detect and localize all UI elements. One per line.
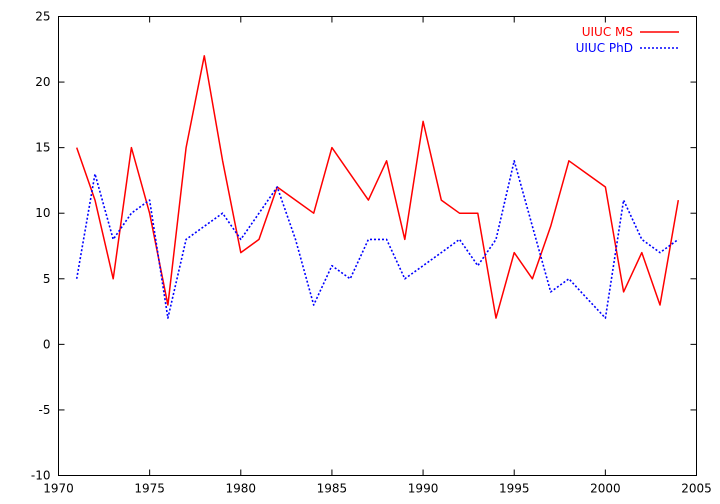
y-tick-label: -10 bbox=[31, 469, 51, 483]
series-line-uiuc-phd bbox=[75, 160, 679, 319]
legend: UIUC MS UIUC PhD bbox=[576, 25, 679, 55]
series-line-uiuc-ms bbox=[75, 55, 680, 319]
series-lines bbox=[75, 55, 680, 319]
y-tick-label: 15 bbox=[35, 141, 50, 155]
y-tick-label: 10 bbox=[35, 206, 50, 220]
plot-frame bbox=[58, 16, 697, 476]
x-tick-label: 1980 bbox=[226, 482, 257, 496]
x-tick-label: 1975 bbox=[134, 482, 165, 496]
x-tick-label: 1985 bbox=[317, 482, 348, 496]
axis-tick-labels: 1970 1975 1980 1985 1990 1995 2000 2005 -10 -5 0 5 1… bbox=[31, 10, 712, 496]
legend-label: UIUC MS bbox=[582, 25, 633, 39]
x-tick-label: 2005 bbox=[681, 482, 712, 496]
y-tick-label: 25 bbox=[35, 10, 50, 24]
y-tick-label: -5 bbox=[39, 403, 51, 417]
x-tick-label: 1995 bbox=[499, 482, 530, 496]
x-tick-label: 1970 bbox=[43, 482, 74, 496]
y-tick-label: 20 bbox=[35, 75, 50, 89]
y-tick-label: 5 bbox=[43, 272, 51, 286]
y-tick-label: 0 bbox=[43, 337, 51, 351]
axis-ticks bbox=[58, 16, 697, 476]
x-tick-label: 1990 bbox=[408, 482, 439, 496]
legend-label: UIUC PhD bbox=[576, 41, 633, 55]
x-tick-label: 2000 bbox=[590, 482, 621, 496]
